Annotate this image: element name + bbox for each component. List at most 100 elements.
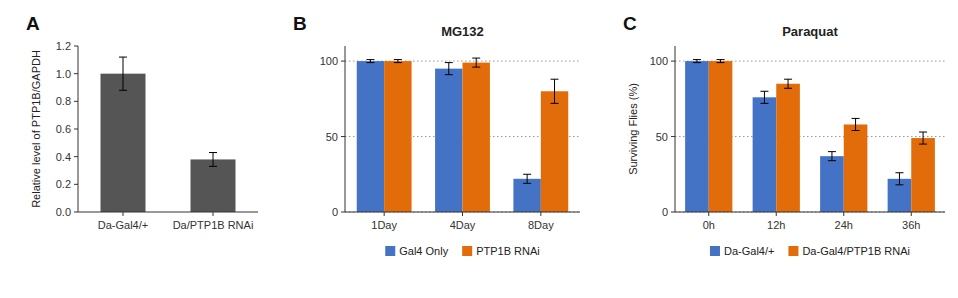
x-axis xyxy=(78,212,258,213)
y-tick xyxy=(74,156,78,157)
x-tick-label: 8Day xyxy=(528,219,554,231)
x-tick-label: 12h xyxy=(767,219,785,231)
y-tick-label: 50 xyxy=(326,131,338,143)
error-bar xyxy=(828,152,836,161)
grid-line xyxy=(675,212,945,213)
panel-label: C xyxy=(623,13,637,34)
bar xyxy=(685,61,709,212)
figure: 0.0 0.2 0.4 0.6 0.8 1.0 1.2 Da-Gal4/+ Da/PTP1B R… xyxy=(0,0,958,298)
bar xyxy=(541,91,568,212)
y-tick xyxy=(671,212,675,213)
y-tick xyxy=(74,212,78,213)
x-axis xyxy=(675,212,945,213)
error-bar xyxy=(895,173,903,185)
y-axis-label: Surviving Flies (%) xyxy=(627,83,639,175)
legend-swatch xyxy=(385,246,395,256)
legend-entry: Da-Gal4/+ xyxy=(724,245,774,257)
error-bar xyxy=(693,60,701,63)
x-tick-label: 1Day xyxy=(371,219,397,231)
panel-label: A xyxy=(26,13,40,34)
legend-entry: PTP1B RNAi xyxy=(476,245,540,257)
bar xyxy=(191,159,236,212)
y-tick xyxy=(341,61,345,62)
error-bar xyxy=(472,58,480,67)
panel-label: B xyxy=(293,13,307,34)
x-tick-label: 36h xyxy=(902,219,920,231)
x-tick xyxy=(911,212,912,216)
bar xyxy=(753,97,777,212)
y-axis xyxy=(675,46,676,212)
y-tick-label: 1.0 xyxy=(56,68,71,80)
marks xyxy=(101,57,236,212)
error-bar xyxy=(523,174,531,183)
y-tick xyxy=(671,61,675,62)
legend: Da-Gal4/+ Da-Gal4/PTP1B RNAi xyxy=(710,245,910,257)
y-tick xyxy=(671,136,675,137)
y-tick xyxy=(74,73,78,74)
x-tick-label: 0h xyxy=(703,219,715,231)
error-bar xyxy=(445,63,453,75)
y-tick-label: 0.2 xyxy=(56,178,71,190)
bar xyxy=(820,156,844,212)
y-tick-label: 0 xyxy=(332,206,338,218)
y-tick xyxy=(74,46,78,47)
x-tick-label: Da-Gal4/+ xyxy=(98,219,148,231)
x-tick-label: 24h xyxy=(835,219,853,231)
y-tick-label: 0.6 xyxy=(56,123,71,135)
bar xyxy=(463,63,490,212)
error-bar xyxy=(119,57,127,90)
y-tick xyxy=(341,136,345,137)
bar xyxy=(101,74,146,212)
error-bar xyxy=(784,79,792,88)
x-tick xyxy=(708,212,709,216)
title: Paraquat xyxy=(782,24,838,39)
legend-swatch xyxy=(710,246,720,256)
y-axis xyxy=(345,46,346,212)
bar xyxy=(776,84,800,212)
x-tick xyxy=(213,212,214,216)
error-bar xyxy=(760,91,768,103)
panel: 0501001Day4Day8DayMG132BGal4 OnlyPTP1B R… xyxy=(293,13,580,257)
bar xyxy=(357,61,384,212)
bar xyxy=(911,138,935,212)
error-bar xyxy=(919,132,927,144)
x-tick xyxy=(462,212,463,216)
error-bar xyxy=(852,118,860,130)
error-bar xyxy=(394,60,402,63)
legend-swatch xyxy=(462,246,472,256)
bar xyxy=(435,69,462,212)
panel: 0 50 100 0h 12h 24h 36h Surviving Flies (%) Para… xyxy=(623,13,945,257)
legend-entry: Da-Gal4/PTP1B RNAi xyxy=(802,245,910,257)
error-bar xyxy=(209,153,217,167)
y-tick xyxy=(74,101,78,102)
y-axis-label: Relative level of PTP1B/GAPDH xyxy=(30,50,42,208)
y-tick xyxy=(74,129,78,130)
x-tick-label: Da/PTP1B RNAi xyxy=(173,219,254,231)
bar xyxy=(384,61,411,212)
x-tick xyxy=(384,212,385,216)
x-tick xyxy=(843,212,844,216)
y-tick-label: 0.8 xyxy=(56,95,71,107)
bar xyxy=(709,61,733,212)
marks xyxy=(685,60,935,212)
y-tick-label: 0.0 xyxy=(56,206,71,218)
y-tick-label: 1.2 xyxy=(56,40,71,52)
y-tick xyxy=(74,184,78,185)
legend-entry: Gal4 Only xyxy=(399,245,448,257)
error-bar xyxy=(717,60,725,63)
y-tick-label: 100 xyxy=(650,55,668,67)
legend: Gal4 Only PTP1B RNAi xyxy=(385,245,540,257)
legend-swatch xyxy=(788,246,798,256)
bar xyxy=(844,124,868,212)
panel: 0.0 0.2 0.4 0.6 0.8 1.0 1.2 Da-Gal4/+ Da/PTP1B R… xyxy=(26,13,258,231)
y-tick xyxy=(341,212,345,213)
y-tick-label: 50 xyxy=(656,131,668,143)
y-tick-label: 0.4 xyxy=(56,151,71,163)
x-tick-label: 4Day xyxy=(450,219,476,231)
y-tick-label: 0 xyxy=(662,206,668,218)
x-tick xyxy=(776,212,777,216)
error-bar xyxy=(551,79,559,103)
x-tick xyxy=(123,212,124,216)
marks xyxy=(357,58,569,212)
title: MG132 xyxy=(441,24,484,39)
